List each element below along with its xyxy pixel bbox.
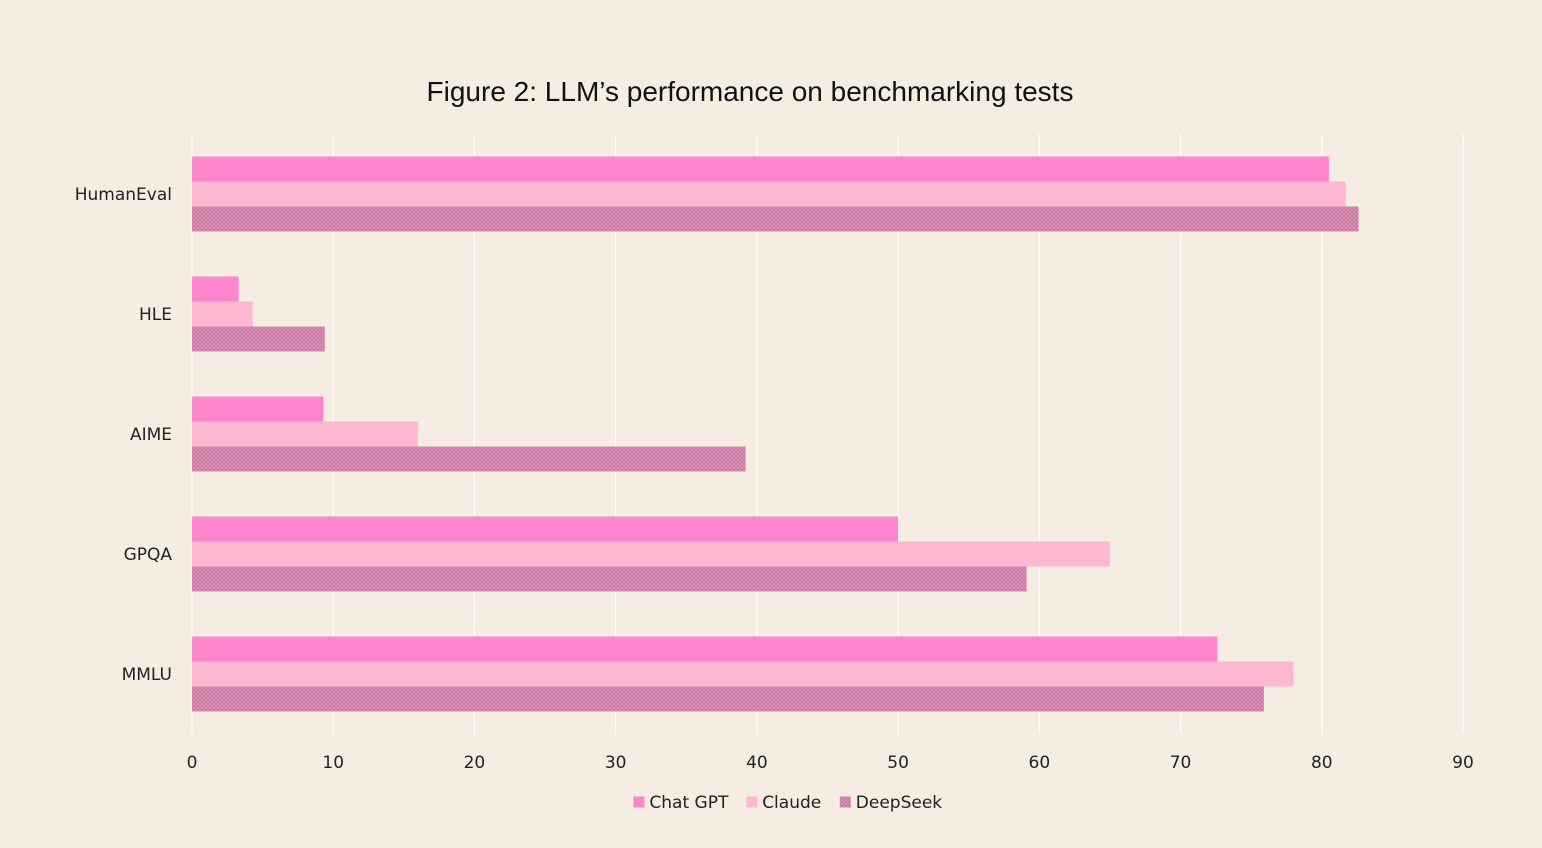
bar-chat-gpt-humaneval <box>192 156 1329 182</box>
x-axis: 0 10 20 30 40 50 60 70 80 90 <box>187 753 1474 773</box>
bar-deepseek-hle <box>192 326 325 352</box>
legend-swatch-deepseek <box>839 796 851 808</box>
x-tick-label-60: 60 <box>1029 753 1051 773</box>
chart-title: Figure 2: LLM’s performance on benchmark… <box>427 76 1074 107</box>
bar-claude-mmlu <box>192 661 1294 687</box>
y-axis: HumanEval HLE AIME GPQA MMLU <box>75 185 173 685</box>
y-category-label-hle: HLE <box>139 305 172 325</box>
legend-swatch-chat-gpt <box>633 796 645 808</box>
x-tick-label-50: 50 <box>887 753 909 773</box>
bar-claude-humaneval <box>192 181 1346 207</box>
y-category-label-gpqa: GPQA <box>124 545 173 565</box>
bar-claude-hle <box>192 301 253 327</box>
gridlines <box>191 134 1464 734</box>
x-tick-label-70: 70 <box>1170 753 1192 773</box>
bar-chat-gpt-mmlu <box>192 636 1218 662</box>
bar-chat-gpt-hle <box>192 276 239 302</box>
bar-chat-gpt-gpqa <box>192 516 899 542</box>
bar-deepseek-gpqa <box>192 566 1027 592</box>
bar-chat-gpt-aime <box>192 396 324 422</box>
y-category-label-humaneval: HumanEval <box>75 185 172 205</box>
bar-deepseek-mmlu <box>192 686 1264 712</box>
y-category-label-aime: AIME <box>130 425 172 445</box>
x-tick-label-30: 30 <box>605 753 627 773</box>
bar-claude-gpqa <box>192 541 1110 567</box>
legend-label-deepseek: DeepSeek <box>856 793 943 813</box>
bar-claude-aime <box>192 421 418 447</box>
x-tick-label-0: 0 <box>187 753 198 773</box>
x-tick-label-80: 80 <box>1311 753 1333 773</box>
bar-deepseek-humaneval <box>192 206 1359 232</box>
bars <box>192 156 1359 712</box>
legend-swatch-claude <box>746 796 758 808</box>
x-tick-label-40: 40 <box>746 753 768 773</box>
x-tick-label-90: 90 <box>1452 753 1474 773</box>
legend: Chat GPT Claude DeepSeek <box>633 793 942 813</box>
legend-label-chat-gpt: Chat GPT <box>649 793 729 813</box>
x-tick-label-10: 10 <box>322 753 344 773</box>
x-tick-label-20: 20 <box>464 753 486 773</box>
y-category-label-mmlu: MMLU <box>122 665 172 685</box>
legend-label-claude: Claude <box>762 793 821 813</box>
bar-deepseek-aime <box>192 446 746 472</box>
